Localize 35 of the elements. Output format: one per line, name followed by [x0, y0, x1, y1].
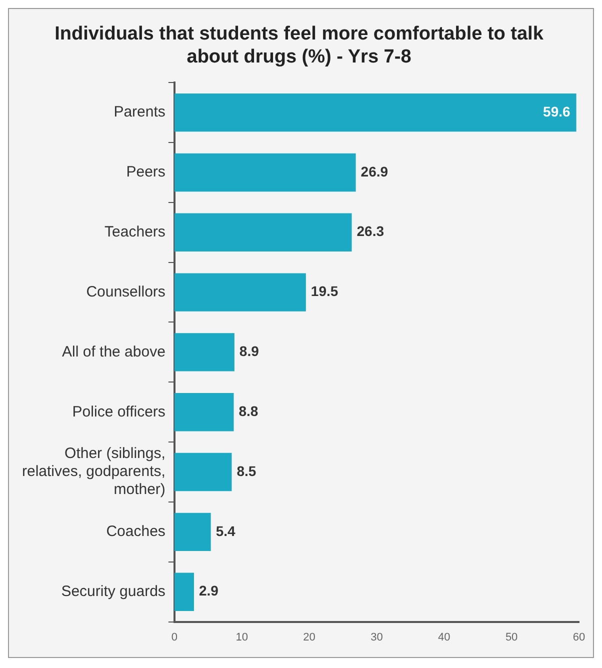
x-tick-label: 0	[171, 631, 178, 644]
bar	[174, 153, 356, 192]
y-tick-label: Police officers	[72, 403, 166, 420]
data-label: 19.5	[310, 283, 338, 300]
x-tick-label: 30	[370, 631, 383, 644]
y-tick-label: Coaches	[106, 523, 166, 540]
bar	[174, 452, 232, 492]
data-label: 59.6	[543, 103, 571, 120]
bar	[174, 213, 352, 252]
y-tick-label: Counsellors	[86, 283, 166, 300]
x-tick-label: 40	[438, 631, 450, 644]
bar	[174, 93, 576, 132]
y-tick-label: Teachers	[104, 224, 166, 241]
data-label: 8.9	[239, 343, 260, 360]
bar	[174, 393, 234, 432]
data-label: 5.4	[216, 522, 236, 539]
x-tick-label: 20	[303, 631, 316, 644]
y-tick-label: Security guards	[61, 582, 166, 600]
bar	[174, 572, 194, 611]
x-tick-label: 60	[572, 631, 586, 644]
x-tick-label: 50	[505, 631, 518, 644]
bar	[174, 273, 306, 312]
data-label: 26.3	[356, 223, 384, 240]
y-tick-label: All of the above	[62, 343, 166, 360]
chart-title: Individuals that students feel more comfortable to talk about drugs (%) - Yrs 7-8	[54, 24, 544, 68]
data-label: 26.9	[360, 163, 388, 180]
bar	[174, 333, 234, 372]
data-label: 8.8	[238, 402, 258, 419]
x-tick-label: 10	[236, 631, 248, 644]
y-tick-label: Other (siblings, relatives, godparents, mother)	[22, 445, 166, 498]
y-tick-label: Peers	[126, 164, 166, 181]
y-tick-label: Parents	[114, 104, 166, 121]
data-label: 2.9	[198, 582, 219, 599]
bar	[174, 512, 211, 552]
data-label: 8.5	[236, 462, 256, 479]
